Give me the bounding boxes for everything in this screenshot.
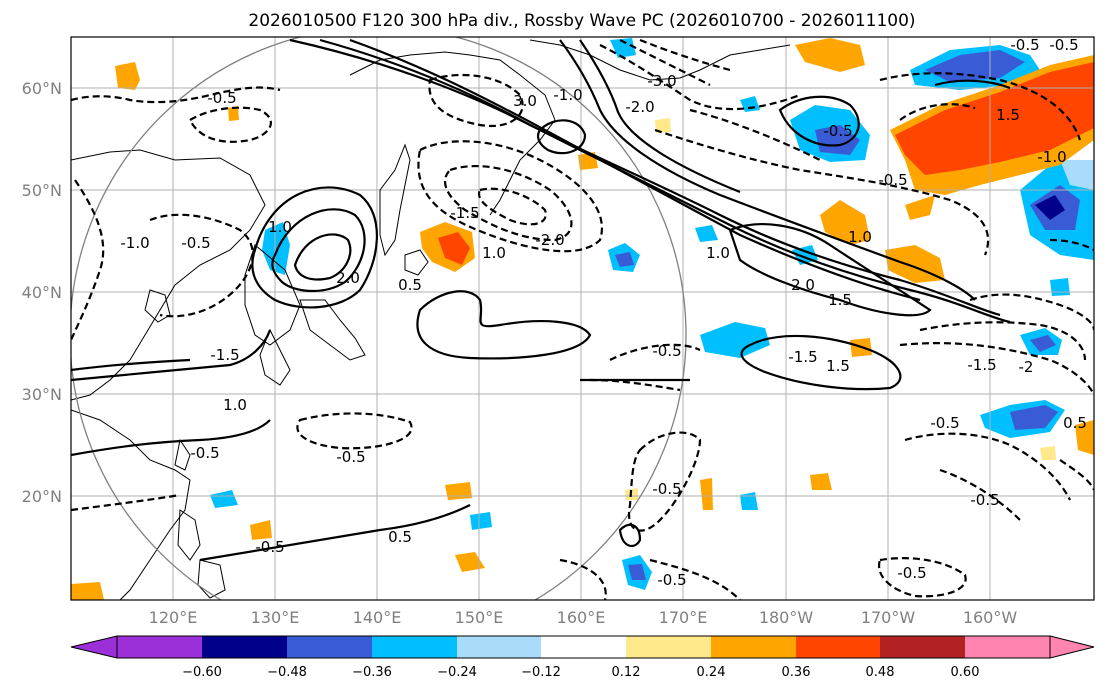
lat-tick-label: 60°N <box>22 79 62 98</box>
colorbar-segment <box>796 636 880 658</box>
reference-circle <box>71 37 687 600</box>
contour-label: 1.5 <box>826 357 850 375</box>
graticule <box>71 37 1094 600</box>
colorbar: −0.60 −0.48 −0.36 −0.24 −0.12 0.12 0.24 … <box>70 635 1095 680</box>
colorbar-segment <box>880 636 965 658</box>
contour-label: -0.5 <box>190 444 219 462</box>
colorbar-segment <box>626 636 711 658</box>
colorbar-tick-label: 0.60 <box>951 665 980 680</box>
colorbar-tick-label: 0.12 <box>612 665 641 680</box>
longitude-axis: 120°E 130°E 140°E 150°E 160°E 170°E 180°… <box>149 608 1018 627</box>
negative-divergence-shading <box>210 38 1094 590</box>
colorbar-segment <box>711 636 796 658</box>
contour-label: -0.5 <box>255 538 284 556</box>
map-panel: -0.5 -0.5 -1.0 1.0 2.0 -1.5 1.0 -2.0 3.0… <box>71 36 1094 600</box>
colorbar-segment <box>541 636 626 658</box>
colorbar-segment <box>287 636 372 658</box>
contour-label: -1.5 <box>450 204 479 222</box>
contour-label: -0.5 <box>652 480 681 498</box>
lon-tick-label: 160°W <box>963 608 1018 627</box>
contour-label: -2.0 <box>625 98 654 116</box>
contour-label: -1.5 <box>788 348 817 366</box>
contour-label: 0.5 <box>398 276 422 294</box>
contour-label: -0.5 <box>970 491 999 509</box>
lon-tick-label: 150°E <box>455 608 504 627</box>
colorbar-segment <box>117 636 202 658</box>
contour-label: 0.5 <box>1063 414 1087 432</box>
contour-label: 1.0 <box>223 396 247 414</box>
lon-tick-label: 120°E <box>149 608 198 627</box>
contour-label: -1.5 <box>210 346 239 364</box>
contour-label: 1.0 <box>848 228 872 246</box>
coastlines <box>71 39 791 600</box>
lon-tick-label: 140°E <box>353 608 402 627</box>
colorbar-segment <box>965 636 1050 658</box>
contour-label: -0.5 <box>1049 36 1078 54</box>
contour-label: 1.5 <box>996 106 1020 124</box>
contour-label: -1.0 <box>1037 148 1066 166</box>
contour-label: -1.5 <box>967 356 996 374</box>
contour-label: -0.5 <box>181 234 210 252</box>
contour-label: -0.5 <box>657 571 686 589</box>
contour-label: -2 <box>1019 358 1034 376</box>
contour-labels: -0.5 -0.5 -1.0 1.0 2.0 -1.5 1.0 -2.0 3.0… <box>120 36 1087 589</box>
contour-label: 3.0 <box>513 92 537 110</box>
contour-label: 1.0 <box>706 244 730 262</box>
lon-tick-label: 130°E <box>251 608 300 627</box>
contour-label: 1.0 <box>268 218 292 236</box>
contour-label: -1.0 <box>553 86 582 104</box>
lon-tick-label: 160°E <box>557 608 606 627</box>
lat-tick-label: 40°N <box>22 283 62 302</box>
contour-label: -1.0 <box>120 234 149 252</box>
colorbar-tick-label: −0.24 <box>437 665 477 680</box>
colorbar-segment <box>202 636 287 658</box>
contour-label: -0.5 <box>336 448 365 466</box>
contour-label: -0.5 <box>878 171 907 189</box>
colorbar-segment <box>457 636 541 658</box>
contour-label: 1.5 <box>828 291 852 309</box>
contour-label: -2.0 <box>535 231 564 249</box>
colorbar-max-extension <box>1049 635 1095 659</box>
contour-label: 0.5 <box>388 528 412 546</box>
contour-label: -0.5 <box>930 414 959 432</box>
colorbar-tick-label: 0.36 <box>782 665 811 680</box>
lat-tick-label: 50°N <box>22 181 62 200</box>
contour-label: -0.5 <box>897 564 926 582</box>
rossby-wave-contours <box>71 38 1094 600</box>
contour-label: -3.0 <box>647 72 676 90</box>
lat-tick-label: 20°N <box>22 487 62 506</box>
contour-label: 2.0 <box>336 269 360 287</box>
colorbar-tick-label: −0.60 <box>182 665 222 680</box>
lon-tick-label: 170°W <box>861 608 916 627</box>
contour-label: 1.0 <box>482 244 506 262</box>
colorbar-tick-label: 0.24 <box>697 665 726 680</box>
lat-tick-label: 30°N <box>22 385 62 404</box>
lon-tick-label: 180°W <box>759 608 814 627</box>
contour-label: -0.5 <box>207 89 236 107</box>
colorbar-tick-label: −0.48 <box>267 665 307 680</box>
map-frame <box>70 36 1095 601</box>
colorbar-tick-label: −0.12 <box>521 665 561 680</box>
contour-label: -0.5 <box>1010 36 1039 54</box>
colorbar-min-extension <box>70 635 118 659</box>
latitude-axis: 60°N 50°N 40°N 30°N 20°N <box>22 79 62 506</box>
colorbar-tick-label: −0.36 <box>352 665 392 680</box>
contour-label: 2.0 <box>791 276 815 294</box>
contour-label: -0.5 <box>823 122 852 140</box>
colorbar-segment <box>372 636 457 658</box>
lon-tick-label: 170°E <box>659 608 708 627</box>
contour-label: -0.5 <box>652 342 681 360</box>
positive-divergence-shading <box>71 38 1094 600</box>
map-title: 2026010500 F120 300 hPa div., Rossby Wav… <box>248 11 915 31</box>
colorbar-tick-label: 0.48 <box>866 665 895 680</box>
